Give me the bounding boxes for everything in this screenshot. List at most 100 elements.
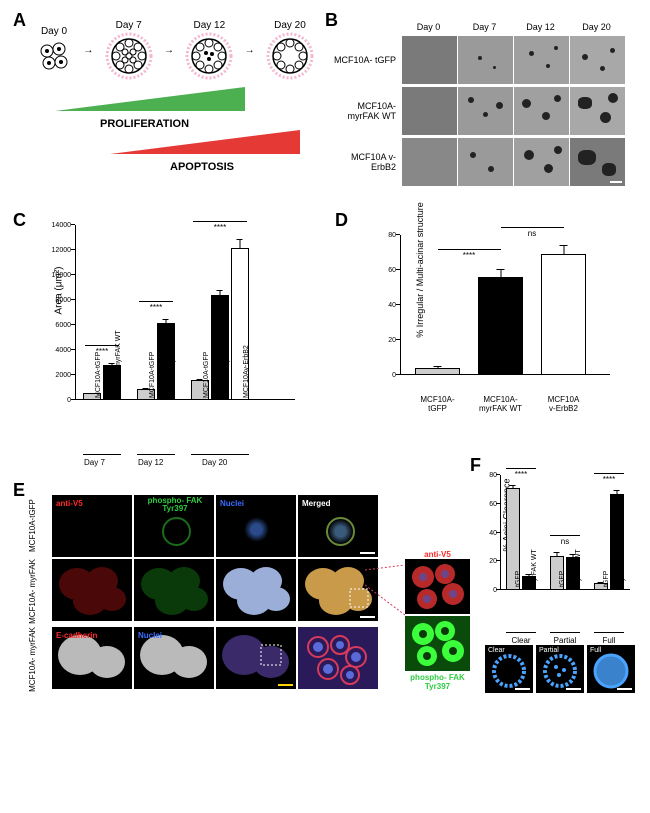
row-tgfp-if: MCF10A-tGFP xyxy=(15,495,50,557)
ytick: 80 xyxy=(370,232,396,239)
xtick: MCF10A-tGFP xyxy=(95,352,102,398)
day7-label: Day 7 xyxy=(104,20,154,31)
xtick: MCF10A v-ErbB2 xyxy=(541,395,586,413)
significance: **** xyxy=(438,249,501,260)
xtick: MCF10A- tGFP xyxy=(415,395,460,413)
inset-pFAK-label: phospho- FAK Tyr397 xyxy=(405,673,470,691)
bar-chart-irregular: % Irregular / Multi-acinar structure 020… xyxy=(370,225,620,415)
micrograph xyxy=(513,86,570,136)
panel-e: MCF10A-tGFP anti-V5 phospho- FAK Tyr397 … xyxy=(15,495,435,692)
header-nuclei: Nuclei xyxy=(218,497,246,510)
acinus-day20-icon xyxy=(265,31,315,81)
micrograph xyxy=(457,86,514,136)
row-verbb2: MCF10A v-ErbB2 xyxy=(330,137,400,187)
if-image xyxy=(216,627,296,689)
proliferation-label: PROLIFERATION xyxy=(100,118,315,130)
ytick: 0 xyxy=(370,372,396,379)
if-grid: MCF10A-tGFP anti-V5 phospho- FAK Tyr397 … xyxy=(15,495,435,624)
ytick: 80 xyxy=(475,472,497,479)
inset-panel: anti-V5 phospho- FAK Tyr397 xyxy=(405,550,470,691)
ytick: 60 xyxy=(370,267,396,274)
acinus-day0-icon xyxy=(35,37,73,75)
header-pFAK: phospho- FAK Tyr397 xyxy=(136,495,214,515)
bar xyxy=(415,368,460,375)
ytick: 12000 xyxy=(45,247,71,254)
group-label: Day 12 xyxy=(138,458,163,467)
ex-full-label: Full xyxy=(590,647,601,654)
inset-pFAK xyxy=(405,616,470,671)
xtick: MCF10A-tGFP xyxy=(149,352,156,398)
acinus-day12-icon xyxy=(184,31,234,81)
ytick: 10000 xyxy=(45,272,71,279)
micrograph xyxy=(401,137,458,187)
day0-label: Day 0 xyxy=(35,26,73,37)
stage-day12: Day 12 xyxy=(184,20,234,81)
arrow-icon: → xyxy=(83,45,93,56)
timeline: Day 0 → Day 7 xyxy=(35,20,315,81)
panel-c: Area (μm²) 02000400060008000100001200014… xyxy=(20,225,295,475)
ytick: 6000 xyxy=(45,322,71,329)
significance: **** xyxy=(191,221,249,232)
ytick: 20 xyxy=(370,337,396,344)
example-clear: Clear xyxy=(485,645,533,693)
panel-d: % Irregular / Multi-acinar structure 020… xyxy=(340,225,630,435)
significance: ns xyxy=(550,535,580,546)
xtick: MCF10A-myrFAK WT xyxy=(169,330,176,398)
panel-a: Day 0 → Day 7 xyxy=(35,20,315,200)
col-day12: Day 12 xyxy=(513,20,568,34)
significance: ns xyxy=(501,227,564,238)
proliferation-triangle-icon xyxy=(55,87,245,115)
stage-day20: Day 20 xyxy=(265,20,315,81)
xtick: MCF10A-myrFAK WT xyxy=(115,330,122,398)
if-image: E-cadherin xyxy=(52,627,132,689)
xtick: MCF10A- myrFAK WT xyxy=(478,395,523,413)
ytick: 8000 xyxy=(45,297,71,304)
clearance-examples: Clear Partial Full xyxy=(485,645,640,693)
header-nuclei2: Nuclei xyxy=(136,629,164,642)
ytick: 20 xyxy=(475,558,497,565)
panel-f: % Acini Clearence 020406080tGFPmyrFAK WT… xyxy=(475,470,640,693)
xtick: tGFP xyxy=(559,571,566,587)
significance: **** xyxy=(594,473,624,484)
group-label: Partial xyxy=(550,636,580,645)
micrograph xyxy=(401,35,458,85)
header-antiV5: anti-V5 xyxy=(54,497,85,510)
ex-partial-label: Partial xyxy=(539,647,559,654)
day12-label: Day 12 xyxy=(184,20,234,31)
panel-b: Day 0 Day 7 Day 12 Day 20 MCF10A- tGFP M… xyxy=(330,20,630,187)
micrograph xyxy=(513,137,570,187)
micrograph xyxy=(569,137,626,187)
example-full: Full xyxy=(587,645,635,693)
ytick: 2000 xyxy=(45,372,71,379)
if-image xyxy=(216,559,296,621)
ytick: 60 xyxy=(475,501,497,508)
ytick: 40 xyxy=(370,302,396,309)
if-image xyxy=(298,559,378,621)
ytick: 0 xyxy=(45,397,71,404)
if-image: anti-V5 xyxy=(52,495,132,557)
xtick: tGFP xyxy=(603,571,610,587)
bar-chart-area: Area (μm²) 02000400060008000100001200014… xyxy=(45,225,295,435)
apoptosis-label: APOPTOSIS xyxy=(170,161,315,173)
if-grid-ecad: MCF10A- myrFAK E-cadherin Nuclei xyxy=(15,627,435,692)
arrow-icon: → xyxy=(245,45,255,56)
example-partial: Partial xyxy=(536,645,584,693)
micrograph-grid: Day 0 Day 7 Day 12 Day 20 MCF10A- tGFP M… xyxy=(330,20,630,187)
row-myrfak-ecad: MCF10A- myrFAK xyxy=(15,627,50,692)
arrow-icon: → xyxy=(164,45,174,56)
if-image: Nuclei xyxy=(134,627,214,689)
panel-a-label: A xyxy=(13,10,26,31)
stage-day0: Day 0 xyxy=(35,26,73,75)
row-tgfp: MCF10A- tGFP xyxy=(330,35,400,85)
xtick: MCF10Av-ErbB2 xyxy=(243,345,250,398)
if-image: phospho- FAK Tyr397 xyxy=(134,495,214,557)
header-ecad: E-cadherin xyxy=(54,629,99,642)
inset-antiV5-label: anti-V5 xyxy=(405,550,470,559)
row-myrfak: MCF10A- myrFAK WT xyxy=(330,86,400,136)
micrograph xyxy=(513,35,570,85)
xtick: myrFAK WT xyxy=(619,549,626,587)
micrograph xyxy=(457,137,514,187)
micrograph xyxy=(569,86,626,136)
inset-antiV5 xyxy=(405,559,470,614)
ytick: 14000 xyxy=(45,222,71,229)
